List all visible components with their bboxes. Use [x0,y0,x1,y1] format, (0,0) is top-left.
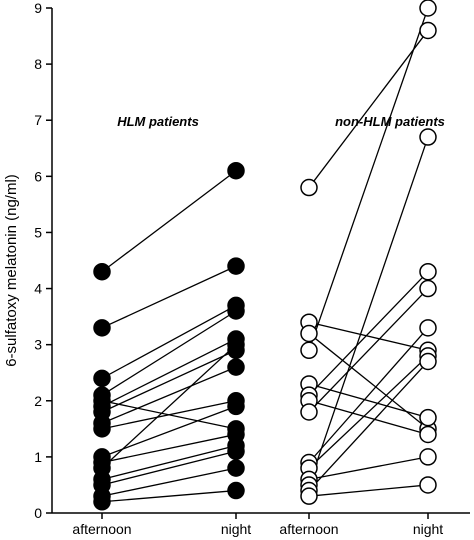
point-g0-9-night [227,397,245,416]
pair-line-g1-10 [308,456,429,480]
data-points [93,0,437,511]
pair-line-g1-11 [308,136,429,486]
y-tick-label-8: 8 [34,56,42,72]
pair-line-g0-9 [101,405,237,458]
pair-line-g1-5 [308,271,429,396]
point-g1-8-night [419,319,437,337]
x-tick-label-2: afternoon [279,521,338,537]
point-g1-6-night [419,425,437,444]
point-g1-3-afternoon [300,341,318,360]
point-g1-12-night [419,352,437,371]
y-tick-label-6: 6 [34,168,42,184]
point-g0-1-afternoon [93,319,111,337]
point-g1-4-night [419,408,437,427]
point-g0-0-night [227,161,245,180]
pair-line-g1-2 [308,332,429,430]
y-tick-label-5: 5 [34,224,42,240]
x-tick-label-1: night [221,521,251,537]
y-tick-label-7: 7 [34,112,42,128]
x-tick-label-3: night [413,521,443,537]
pair-line-g0-10 [101,433,237,464]
y-tick-label-1: 1 [34,449,42,465]
pair-line-g0-7 [101,366,237,424]
pair-line-g1-3 [308,7,429,351]
y-tick-label-0: 0 [34,505,42,521]
point-g0-15-night [227,481,245,500]
pair-line-g0-13 [101,450,237,486]
pair-line-g0-8 [101,400,237,430]
point-g0-13-night [227,442,245,461]
point-g0-2-afternoon [93,369,111,388]
point-g1-13-night [419,476,437,494]
point-g0-11-night [227,335,245,354]
pair-line-g1-13 [308,484,429,497]
pair-line-g0-0 [101,170,237,273]
pair-line-g1-0 [308,30,429,188]
point-g0-0-afternoon [93,262,111,281]
pair-line-g0-1 [101,265,237,329]
group-label-0: HLM patients [117,114,199,129]
axes: 0 1 2 3 4 5 6 7 8 9 afternoon night afternoon night [34,0,470,537]
pair-line-g0-5 [101,338,237,407]
pair-line-g1-12 [308,361,429,491]
point-g1-2-afternoon [300,324,318,343]
point-g1-13-afternoon [300,487,318,505]
point-g1-5-night [419,262,437,281]
pair-line-g0-12 [101,445,237,480]
point-g1-10-night [419,448,437,466]
pair-line-g0-6 [101,349,237,413]
pair-lines [101,7,429,503]
y-tick-label-4: 4 [34,281,42,297]
pair-line-g1-4 [308,383,429,419]
point-g0-15-afternoon [93,493,111,511]
point-g1-0-night [419,21,437,40]
y-tick-label-3: 3 [34,337,42,353]
point-g1-0-afternoon [300,178,318,197]
x-tick-label-0: afternoon [72,521,131,537]
pair-line-g0-3 [101,310,237,396]
pair-line-g1-9 [308,355,429,469]
point-g0-7-night [227,358,245,376]
pair-line-g1-7 [308,288,429,413]
pair-line-g1-6 [308,400,429,436]
point-g0-3-night [227,302,245,320]
point-g1-7-afternoon [300,403,318,421]
y-axis-label: 6-sulfatoxy melatonin (ng/ml) [3,174,20,367]
point-g0-1-night [227,257,245,275]
y-tick-label-9: 9 [34,0,42,16]
point-g1-7-night [419,279,437,298]
labels: 6-sulfatoxy melatonin (ng/ml) HLM patient… [3,114,445,367]
point-g1-3-night [419,0,437,17]
point-g0-8-afternoon [93,420,111,438]
group-label-1: non-HLM patients [335,114,445,129]
pair-line-g1-8 [308,327,429,463]
pair-line-g0-2 [101,304,237,379]
point-g0-14-night [227,459,245,477]
pair-line-g0-11 [101,344,237,469]
point-g1-11-night [419,128,437,146]
pair-line-g1-1 [308,321,429,351]
pair-line-g0-14 [101,467,237,497]
y-tick-label-2: 2 [34,393,42,409]
pair-line-g0-15 [101,489,237,503]
